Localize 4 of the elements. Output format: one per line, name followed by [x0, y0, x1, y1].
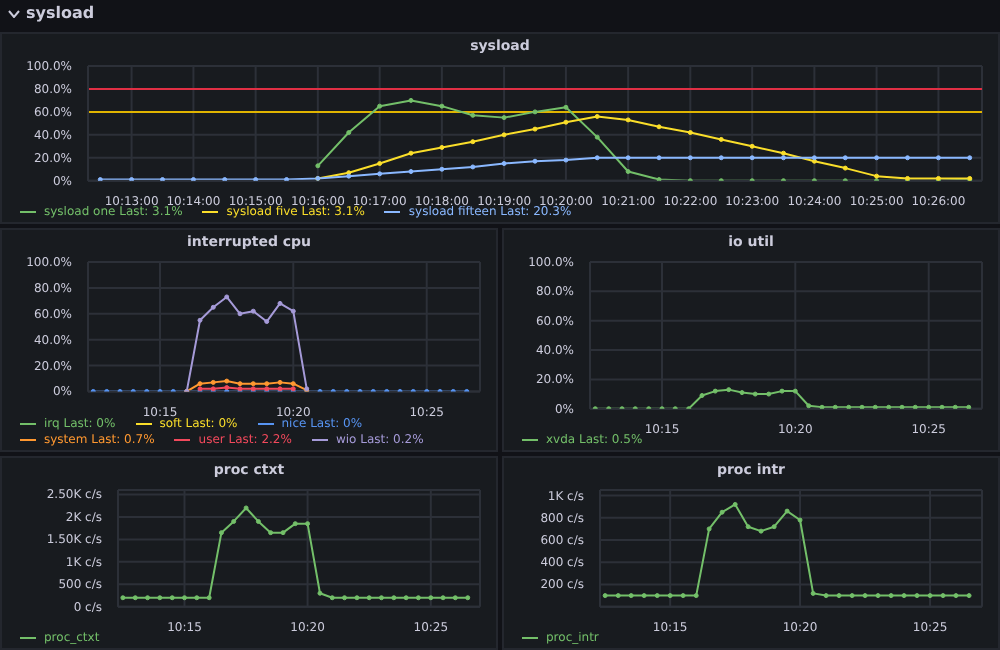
line-series [184, 294, 310, 392]
text: sysload [26, 4, 95, 22]
line-series [120, 505, 471, 601]
line-series [602, 501, 972, 599]
